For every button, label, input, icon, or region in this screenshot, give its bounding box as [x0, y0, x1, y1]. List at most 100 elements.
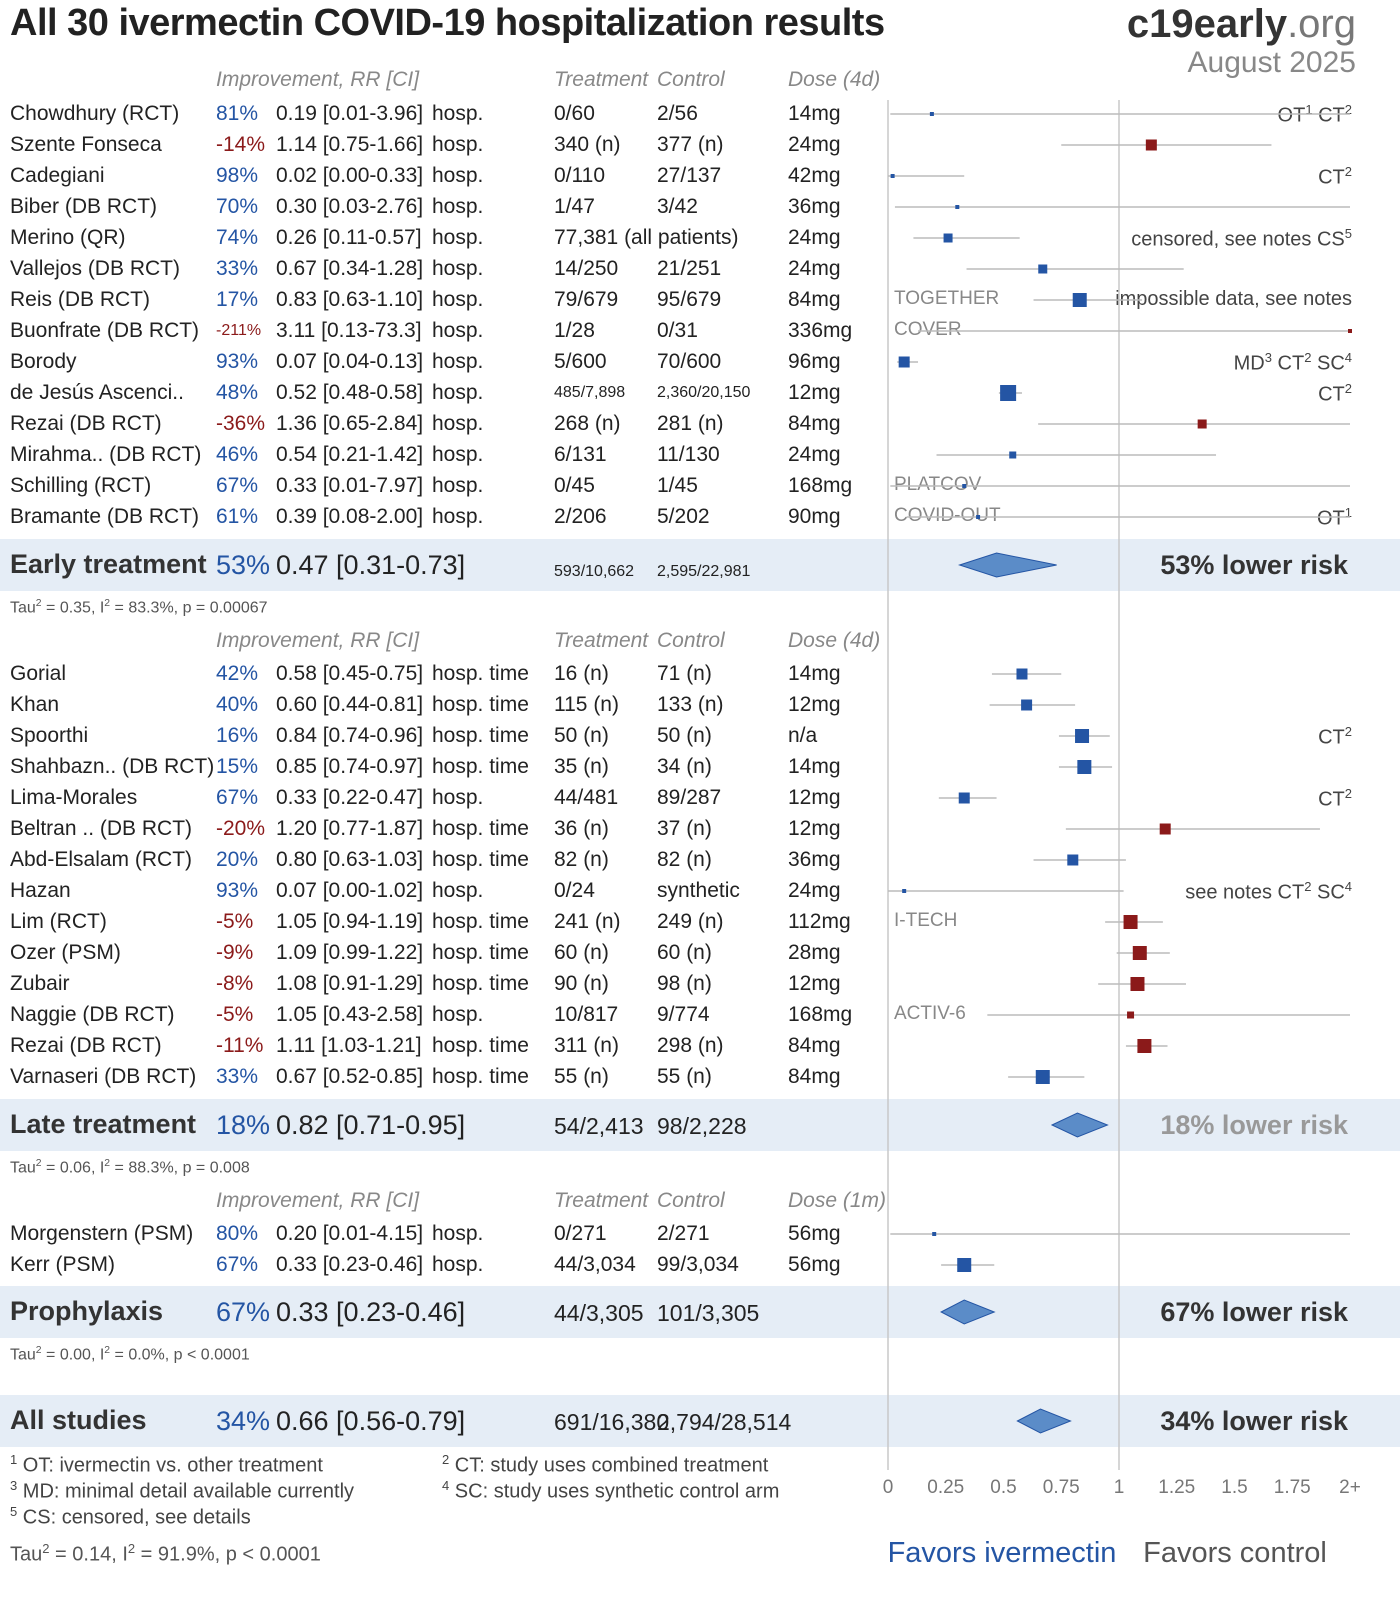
study-dose: 84mg	[788, 1034, 841, 1057]
study-dose: n/a	[788, 724, 818, 747]
study-outcome: hosp.	[432, 164, 484, 187]
study-treatment: 36 (n)	[554, 817, 609, 840]
study-treatment: 35 (n)	[554, 755, 609, 778]
summary-control: 2,595/22,981	[657, 563, 751, 580]
study-name: de Jesús Ascenci..	[10, 381, 184, 404]
study-dose: 336mg	[788, 319, 853, 342]
study-improvement: -11%	[216, 1034, 264, 1057]
study-improvement: 93%	[216, 879, 259, 902]
stat-part: Tau	[10, 1543, 43, 1566]
note-sup: 5	[1344, 226, 1352, 241]
study-note: OT1	[1317, 505, 1352, 531]
stat-part: = 83.3%, p = 0.00067	[110, 599, 268, 617]
study-rr: 0.58 [0.45-0.75]	[276, 662, 424, 685]
study-dose: 12mg	[788, 693, 841, 716]
report-date: August 2025	[1187, 46, 1356, 79]
stat-part: = 0.35, I	[41, 599, 105, 617]
study-control: 249 (n)	[657, 910, 724, 933]
study-rr: 0.07 [0.00-1.02]	[276, 879, 424, 902]
study-name: Lim (RCT)	[10, 910, 107, 933]
study-rr: 0.54 [0.21-1.42]	[276, 443, 424, 466]
study-treatment: 55 (n)	[554, 1065, 609, 1088]
study-control: 298 (n)	[657, 1034, 724, 1057]
study-control: 60 (n)	[657, 941, 712, 964]
stat-part: = 91.9%, p < 0.0001	[135, 1543, 321, 1566]
study-outcome: hosp. time	[432, 1065, 529, 1088]
effect-marker	[962, 484, 967, 488]
study-dose: 24mg	[788, 133, 841, 156]
study-rr: 3.11 [0.13-73.3]	[276, 319, 422, 342]
study-name: Shahbazn.. (DB RCT)	[10, 755, 215, 778]
summary-rr: 0.66 [0.56-0.79]	[276, 1406, 466, 1436]
study-treatment: 485/7,898	[554, 384, 626, 401]
study-name: Spoorthi	[10, 724, 89, 747]
x-tick-label: 1.25	[1158, 1477, 1195, 1498]
study-outcome: hosp.	[432, 195, 484, 218]
study-improvement: -5%	[216, 1003, 254, 1026]
study-rr: 0.33 [0.22-0.47]	[276, 786, 424, 809]
brand-logo[interactable]: c19early.org	[1127, 2, 1356, 47]
study-improvement: 17%	[216, 288, 259, 311]
header-dose: Dose (1m)	[788, 1189, 887, 1212]
stat-part: 2	[35, 1158, 42, 1169]
study-dose: 12mg	[788, 786, 841, 809]
study-dose: 90mg	[788, 505, 841, 528]
summary-label: Late treatment	[10, 1109, 197, 1139]
study-name: Chowdhury (RCT)	[10, 102, 180, 125]
study-name: Hazan	[10, 879, 71, 902]
brand-main: c19early	[1126, 2, 1288, 46]
favors-ivermectin-label: Favors ivermectin	[888, 1537, 1117, 1569]
study-improvement: 15%	[216, 755, 259, 778]
study-rr: 1.05 [0.43-2.58]	[276, 1003, 424, 1026]
page-title: All 30 ivermectin COVID-19 hospitalizati…	[10, 2, 885, 44]
header-dose: Dose (4d)	[788, 68, 881, 91]
study-treatment: 0/60	[554, 102, 595, 125]
summary-diamond	[1050, 1112, 1109, 1138]
study-outcome: hosp.	[432, 1253, 484, 1276]
study-improvement: 93%	[216, 350, 259, 373]
note-sup: 2	[1304, 879, 1312, 894]
study-control: 2,360/20,150	[657, 384, 751, 401]
note-text: CT	[1318, 726, 1345, 749]
study-rr: 1.14 [0.75-1.66]	[276, 133, 424, 156]
effect-marker	[1035, 1070, 1050, 1084]
effect-marker	[929, 112, 934, 116]
study-improvement: 67%	[216, 786, 259, 809]
study-name: Cadegiani	[10, 164, 105, 187]
note-sup: 2	[1304, 350, 1312, 365]
study-dose: 14mg	[788, 102, 841, 125]
note-text: CT	[1318, 383, 1345, 406]
study-rr: 1.08 [0.91-1.29]	[276, 972, 424, 995]
summary-band	[0, 1395, 1400, 1447]
study-note: CT2	[1318, 381, 1352, 407]
study-treatment: 340 (n)	[554, 133, 621, 156]
study-name: Khan	[10, 693, 60, 716]
study-improvement: -20%	[216, 817, 266, 840]
study-dose: 24mg	[788, 879, 841, 902]
study-rr: 0.67 [0.34-1.28]	[276, 257, 424, 280]
effect-marker	[1137, 1039, 1152, 1053]
study-improvement: -211%	[216, 322, 262, 339]
note-sup: 2	[1344, 102, 1352, 117]
study-rr: 0.19 [0.01-3.96]	[276, 102, 424, 125]
study-name: Kerr (PSM)	[10, 1253, 115, 1276]
study-outcome: hosp.	[432, 1003, 484, 1026]
effect-marker	[1130, 977, 1145, 991]
effect-marker	[957, 1258, 972, 1272]
study-name: Vallejos (DB RCT)	[10, 257, 180, 280]
study-rr: 1.11 [1.03-1.21]	[276, 1034, 422, 1057]
summary-treatment: 691/16,380	[554, 1409, 670, 1435]
study-improvement: 67%	[216, 1253, 259, 1276]
header-treatment: Treatment	[554, 68, 649, 91]
study-outcome: hosp.	[432, 412, 484, 435]
trial-label: ACTIV-6	[894, 1003, 966, 1024]
study-dose: 12mg	[788, 817, 841, 840]
study-note: censored, see notes CS5	[1131, 226, 1352, 252]
summary-diamond	[957, 552, 1057, 578]
study-name: Schilling (RCT)	[10, 474, 152, 497]
trial-label: PLATCOV	[894, 474, 982, 495]
stat-part: = 0.0%, p < 0.0001	[110, 1346, 250, 1364]
study-outcome: hosp. time	[432, 941, 529, 964]
effect-marker	[1127, 1011, 1135, 1019]
study-improvement: -5%	[216, 910, 254, 933]
